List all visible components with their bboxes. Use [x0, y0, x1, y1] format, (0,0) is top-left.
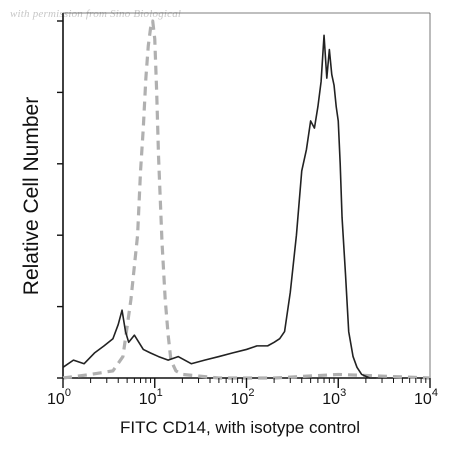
x-tick-label: 102 — [231, 387, 255, 408]
y-axis-label: Relative Cell Number — [20, 97, 43, 295]
cd14-histogram — [62, 34, 377, 379]
x-axis: 100 101 102 103 104 — [47, 378, 438, 408]
y-axis — [57, 20, 63, 379]
x-axis-label: FITC CD14, with isotype control — [120, 418, 360, 437]
x-tick-label: 100 — [47, 387, 71, 408]
x-tick-label: 103 — [322, 387, 346, 408]
series-layer — [62, 19, 431, 380]
watermark-text: with permission from Sino Biological — [10, 8, 182, 20]
x-tick-label: 101 — [139, 387, 163, 408]
x-tick-label: 104 — [414, 387, 438, 408]
isotype-control-histogram — [62, 19, 431, 380]
